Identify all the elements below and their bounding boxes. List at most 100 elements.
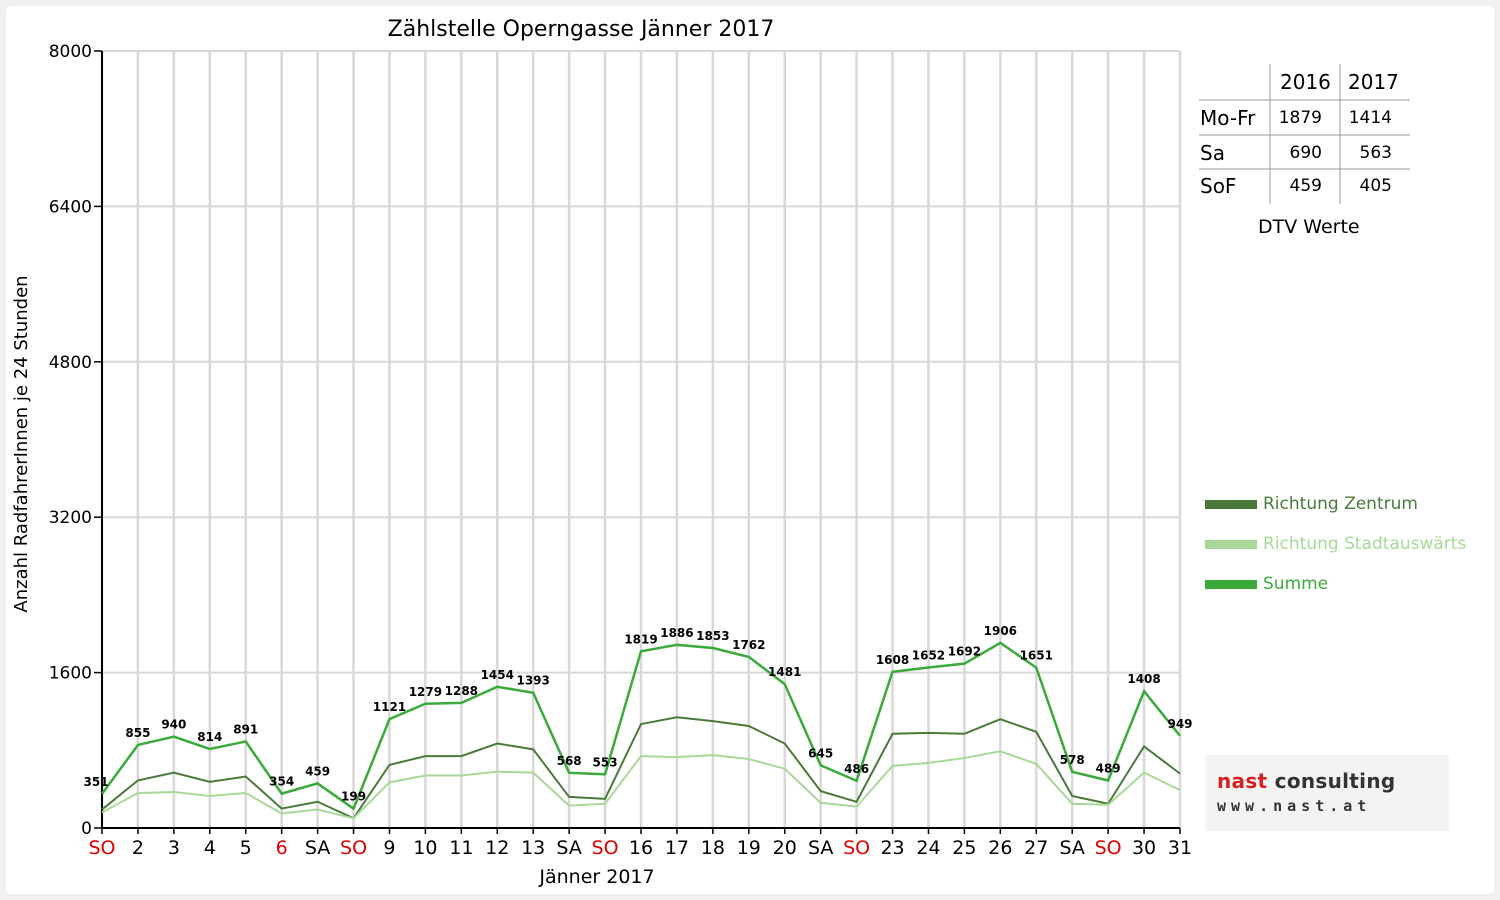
data-label: 354: [269, 775, 294, 789]
data-label: 1408: [1127, 672, 1160, 686]
x-tick-label: SO: [1095, 837, 1122, 859]
dtv-caption: DTV Werte: [1258, 216, 1360, 238]
dtv-mofr-2016: 1879: [1278, 108, 1322, 128]
dtv-sa-2016: 690: [1289, 143, 1322, 163]
x-tick-label: SO: [592, 837, 619, 859]
dtv-row-label-mofr: Mo-Fr: [1200, 106, 1256, 130]
x-tick-label: SO: [88, 837, 115, 859]
legend-item-summe: Summe: [1205, 573, 1328, 595]
data-label: 1886: [660, 626, 693, 640]
data-label: 940: [161, 718, 186, 732]
chart-frame: 0 1600 3200 4800 6400 8000 SO 2 3 4 5 6 SA SO 9 10 11 12 1…: [6, 6, 1494, 894]
dtv-mofr-2017: 1414: [1348, 108, 1392, 128]
data-label: 553: [593, 755, 618, 769]
data-label: 645: [808, 746, 833, 760]
data-label: 1121: [373, 700, 406, 714]
data-label: 949: [1167, 717, 1192, 731]
x-tick-label: 16: [629, 837, 653, 859]
x-tick-label: 5: [240, 837, 252, 859]
x-tick-label: SA: [305, 837, 330, 859]
series-line-zentrum: [101, 716, 1181, 820]
data-label: 1608: [876, 653, 909, 667]
x-tick-label: 17: [665, 837, 689, 859]
dtv-row-label-sa: Sa: [1200, 141, 1225, 165]
x-tick-label: 20: [773, 837, 797, 859]
y-tick-label: 3200: [49, 508, 92, 528]
data-label: 1279: [409, 685, 442, 699]
x-tick-label: 27: [1024, 837, 1048, 859]
data-label: 1692: [948, 645, 981, 659]
legend-label-zentrum: Richtung Zentrum: [1263, 494, 1418, 514]
data-label: 1762: [732, 638, 765, 652]
x-tick-label: 30: [1132, 837, 1156, 859]
logo-url: www.nast.at: [1217, 797, 1372, 815]
legend-swatch-zentrum: [1205, 499, 1257, 509]
x-tick-label: 6: [276, 837, 288, 859]
legend-item-zentrum: Richtung Zentrum: [1205, 493, 1418, 515]
x-tick-label: 25: [952, 837, 976, 859]
chart-title: Zählstelle Operngasse Jänner 2017: [388, 17, 775, 42]
x-tick-label: SO: [340, 837, 367, 859]
dtv-header-2017: 2017: [1348, 70, 1399, 94]
x-axis-title: Jänner 2017: [538, 866, 654, 888]
x-tick-label: 9: [383, 837, 395, 859]
data-label: 1853: [696, 629, 729, 643]
y-tick-label: 0: [81, 819, 92, 839]
legend-label-summe: Summe: [1263, 574, 1329, 594]
data-label: 855: [125, 726, 150, 740]
data-label: 814: [197, 730, 222, 744]
data-label: 1652: [912, 649, 945, 663]
dtv-sof-2016: 459: [1289, 176, 1322, 196]
y-tick-label: 1600: [49, 664, 92, 684]
x-tick-label: SA: [1059, 837, 1084, 859]
data-label: 1906: [984, 624, 1017, 638]
data-label: 1819: [624, 632, 657, 646]
x-tick-label: 19: [737, 837, 761, 859]
data-label: 1393: [516, 674, 549, 688]
dtv-sof-2017: 405: [1359, 176, 1392, 196]
x-tick-label: 23: [880, 837, 904, 859]
data-label: 351: [83, 775, 108, 789]
data-label: 459: [305, 764, 330, 778]
dtv-sa-2017: 563: [1359, 143, 1392, 163]
dtv-row-label-sof: SoF: [1200, 174, 1237, 198]
data-label: 199: [341, 790, 366, 804]
legend-item-stadtauswaerts: Richtung Stadtauswärts: [1205, 533, 1466, 555]
x-tick-label: 26: [988, 837, 1012, 859]
data-label: 891: [233, 722, 258, 736]
x-tick-label: 31: [1168, 837, 1192, 859]
company-logo: nast consulting www.nast.at: [1205, 755, 1449, 831]
data-label: 1481: [768, 665, 801, 679]
x-tick-label: 10: [413, 837, 437, 859]
data-label: 486: [844, 762, 869, 776]
data-label: 1288: [445, 684, 478, 698]
y-tick-label: 4800: [49, 353, 92, 373]
y-tick-label: 6400: [49, 197, 92, 217]
x-tick-label: 3: [168, 837, 180, 859]
legend-swatch-summe: [1205, 579, 1257, 589]
x-tick-label: 13: [521, 837, 545, 859]
y-axis-title: Anzahl RadfahrerInnen je 24 Stunden: [11, 275, 32, 612]
data-label: 1651: [1020, 649, 1053, 663]
data-label: 568: [557, 754, 582, 768]
legend-label-stadtauswaerts: Richtung Stadtauswärts: [1263, 534, 1467, 554]
x-tick-label: SA: [556, 837, 581, 859]
x-tick-label: 4: [204, 837, 216, 859]
dtv-header-2016: 2016: [1280, 70, 1331, 94]
logo-wordmark: nast consulting: [1217, 769, 1396, 793]
data-label: 489: [1096, 762, 1121, 776]
x-tick-label: 24: [916, 837, 940, 859]
data-label: 1454: [481, 668, 514, 682]
y-tick-label: 8000: [49, 42, 92, 62]
data-label: 578: [1060, 753, 1085, 767]
x-tick-label: 18: [701, 837, 725, 859]
x-tick-label: 2: [132, 837, 144, 859]
x-tick-label: SA: [808, 837, 833, 859]
series-line-stadtauswaerts: [101, 750, 1181, 820]
series-line-summe: [100, 641, 1181, 811]
legend-swatch-stadtauswaerts: [1205, 539, 1257, 549]
x-tick-label: 11: [449, 837, 473, 859]
x-tick-label: 12: [485, 837, 509, 859]
x-tick-label: SO: [843, 837, 870, 859]
